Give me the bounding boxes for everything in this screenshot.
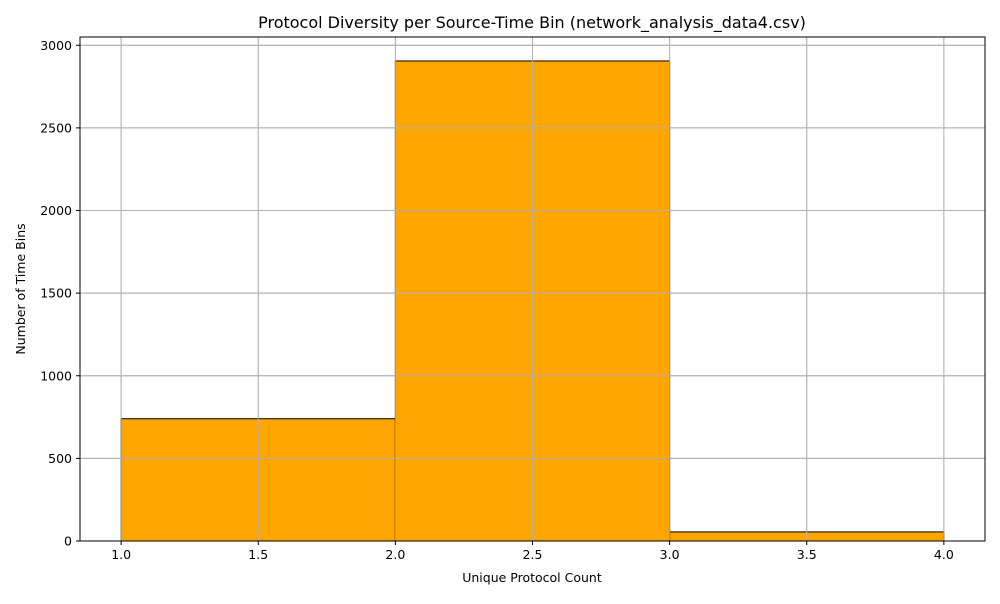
y-tick-label: 1000 bbox=[40, 368, 72, 383]
y-tick-label: 2500 bbox=[40, 120, 72, 135]
y-tick-label: 3000 bbox=[40, 38, 72, 53]
y-axis-label: Number of Time Bins bbox=[13, 223, 28, 354]
x-tick-label: 3.5 bbox=[797, 547, 817, 562]
chart-title: Protocol Diversity per Source-Time Bin (… bbox=[258, 13, 806, 33]
bars-layer bbox=[80, 37, 985, 542]
grid-overlay bbox=[80, 37, 985, 542]
x-tick-label: 3.0 bbox=[660, 547, 680, 562]
ticks-layer: 1.0 1.5 2.0 2.5 3.0 3.5 4.0 0 500 1000 1500 2000 250… bbox=[40, 38, 954, 562]
y-tick-label: 0 bbox=[64, 534, 72, 549]
x-tick-label: 4.0 bbox=[934, 547, 954, 562]
y-tick-label: 2000 bbox=[40, 203, 72, 218]
y-tick-label: 500 bbox=[48, 451, 72, 466]
y-tick-label: 1500 bbox=[40, 286, 72, 301]
x-tick-label: 2.0 bbox=[385, 547, 405, 562]
x-axis-label: Unique Protocol Count bbox=[462, 570, 602, 585]
x-tick-label: 2.5 bbox=[523, 547, 543, 562]
x-tick-label: 1.0 bbox=[111, 547, 131, 562]
x-tick-label: 1.5 bbox=[248, 547, 268, 562]
